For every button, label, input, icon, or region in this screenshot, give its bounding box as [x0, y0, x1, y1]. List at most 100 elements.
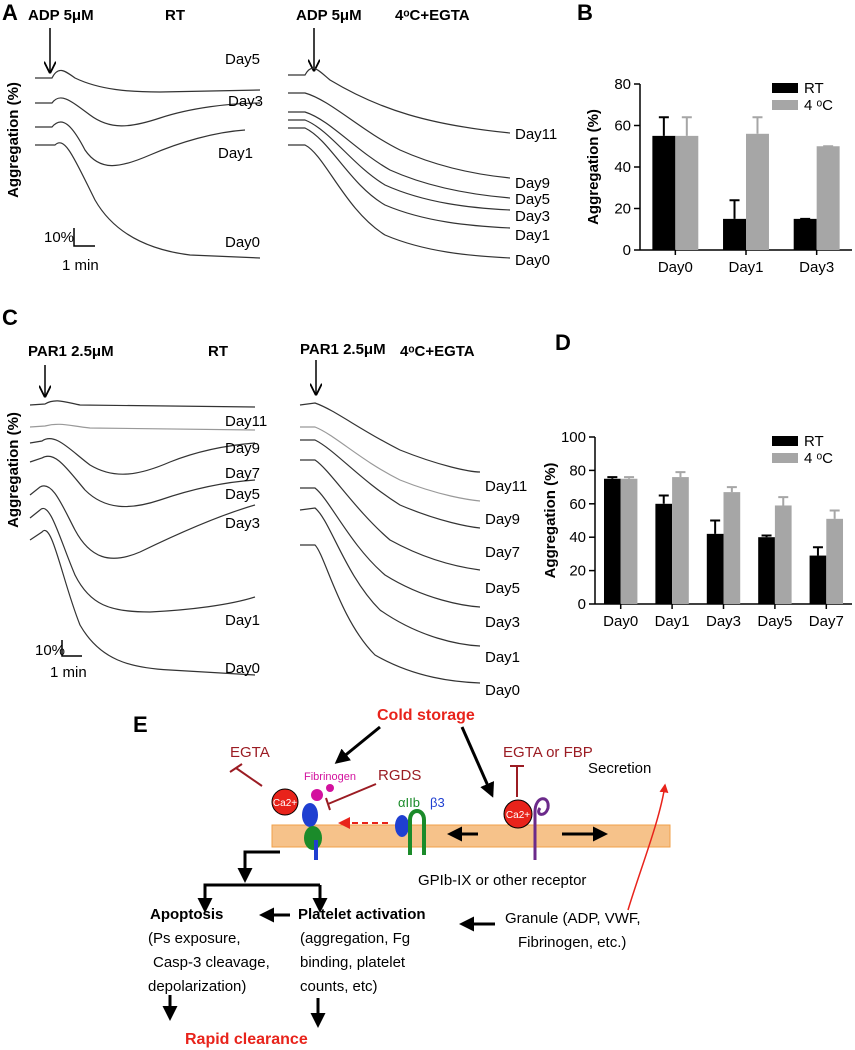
- error-bar: [658, 494, 669, 504]
- scale-bar: [73, 228, 95, 247]
- error-bar: [710, 519, 721, 534]
- error-bar: [752, 116, 763, 134]
- panel-letter: D: [555, 330, 571, 355]
- inhibitor: RGDS: [378, 767, 421, 784]
- detail: (aggregation, Fg: [300, 930, 410, 947]
- bar: [675, 135, 699, 250]
- day-label: Day3: [485, 614, 520, 631]
- y-label: Aggregation (%): [5, 82, 22, 198]
- legend-swatch: [772, 453, 798, 463]
- error-bar: [729, 199, 740, 219]
- error-bar: [658, 116, 669, 136]
- day-label: Day5: [225, 51, 260, 68]
- error-bar: [726, 486, 737, 493]
- bar: [723, 492, 741, 604]
- bar: [793, 218, 817, 250]
- error-bar: [675, 471, 686, 478]
- day-label: Day3: [228, 93, 263, 110]
- legend-swatch: [772, 436, 798, 446]
- day-label: Day5: [485, 580, 520, 597]
- granule: Fibrinogen, etc.): [518, 934, 626, 951]
- bar: [706, 533, 724, 604]
- inhibitor: EGTA: [230, 744, 270, 761]
- y-tick-label: 40: [569, 529, 586, 546]
- error-bar: [607, 476, 618, 479]
- condition: 4ᵒC+EGTA: [395, 7, 470, 24]
- legend-label: 4 ᵒC: [804, 97, 833, 114]
- membrane: [271, 824, 671, 848]
- x-tick-label: Day1: [728, 259, 763, 276]
- scale-label: 1 min: [50, 664, 87, 681]
- inhibit: [325, 783, 377, 811]
- y-tick-label: 0: [623, 242, 631, 259]
- y-tick-label: 60: [569, 496, 586, 513]
- day-label: Day1: [485, 649, 520, 666]
- day-label: Day0: [515, 252, 550, 269]
- detail: depolarization): [148, 978, 246, 995]
- x-tick-label: Day7: [809, 613, 844, 630]
- agonist: ADP 5μM: [28, 7, 94, 24]
- scale-label: 1 min: [62, 257, 99, 274]
- day-label: Day11: [225, 413, 267, 430]
- x-tick-label: Day3: [799, 259, 834, 276]
- day-label: Day9: [485, 511, 520, 528]
- traces: [29, 400, 481, 684]
- x-tick-label: Day3: [706, 613, 741, 630]
- agonist: PAR1 2.5μM: [300, 341, 386, 358]
- error-bar: [624, 476, 635, 479]
- bar: [774, 505, 792, 604]
- traces: [35, 67, 511, 259]
- day-label: Day1: [218, 145, 253, 162]
- day-label: Day7: [225, 465, 260, 482]
- error-bar: [812, 546, 823, 556]
- apoptosis: Apoptosis: [150, 906, 223, 923]
- bar: [620, 478, 638, 604]
- granule: Granule (ADP, VWF,: [505, 910, 641, 927]
- bar: [655, 503, 673, 604]
- legend-swatch: [772, 100, 798, 110]
- scale-bar: [61, 640, 82, 657]
- scale-label: 10%: [44, 229, 74, 246]
- y-label: Aggregation (%): [585, 109, 602, 225]
- day-label: Day9: [225, 440, 260, 457]
- bar: [652, 135, 676, 250]
- error-bar: [829, 509, 840, 519]
- x-tick-label: Day1: [655, 613, 690, 630]
- bar: [746, 133, 769, 250]
- x-tick-label: Day0: [658, 259, 693, 276]
- panel-letter: B: [577, 0, 593, 25]
- inhibit: [229, 763, 263, 787]
- detail: counts, etc): [300, 978, 378, 995]
- scale-label: 10%: [35, 642, 65, 659]
- integrin: β3: [430, 795, 445, 810]
- y-tick-label: 0: [578, 596, 586, 613]
- ca: Ca2+: [273, 798, 297, 809]
- fibrinogen: Fibrinogen: [304, 771, 356, 783]
- bar: [672, 477, 689, 604]
- x-tick-label: Day5: [757, 613, 792, 630]
- inhibitor: EGTA or FBP: [503, 744, 593, 761]
- day-label: Day1: [515, 227, 550, 244]
- day-label: Day0: [225, 660, 260, 677]
- day-label: Day5: [515, 191, 550, 208]
- arrow: [334, 725, 381, 764]
- y-tick-label: 20: [614, 201, 631, 218]
- bar: [723, 218, 746, 250]
- legend-label: RT: [804, 80, 824, 97]
- y-tick-label: 100: [561, 429, 586, 446]
- bar: [809, 555, 827, 604]
- x-tick-label: Day0: [603, 613, 638, 630]
- error-bar: [681, 116, 692, 136]
- legend-label: RT: [804, 433, 824, 450]
- bar: [826, 518, 844, 604]
- bar: [816, 146, 840, 250]
- condition: RT: [165, 7, 185, 24]
- detail: (Ps exposure,: [148, 930, 241, 947]
- condition: RT: [208, 343, 228, 360]
- y-label: Aggregation (%): [5, 412, 22, 528]
- activation: Platelet activation: [298, 906, 426, 923]
- error-bar: [761, 534, 772, 538]
- receptor: GPIb-IX or other receptor: [418, 872, 586, 889]
- secretion: Secretion: [588, 760, 651, 777]
